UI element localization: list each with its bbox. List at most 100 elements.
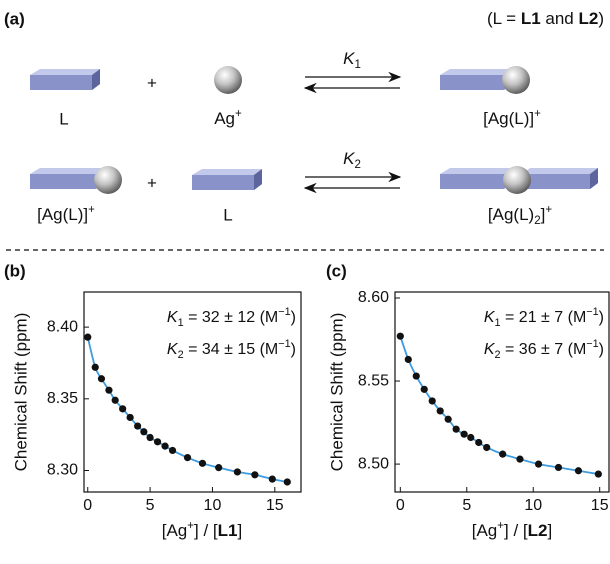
text-part: = 36 ± 7 (M	[501, 341, 587, 358]
text-part: ]	[541, 205, 546, 224]
data-point	[594, 470, 602, 478]
x-axis-label: [Ag+] / [L1]	[162, 520, 242, 540]
fit-annotation: K1 = 21 ± 7 (M−1)	[484, 306, 604, 329]
text-part: and	[541, 9, 579, 28]
data-point	[91, 363, 99, 371]
x-axis-label: [Ag+] / [L2]	[472, 520, 552, 540]
data-point	[161, 442, 169, 450]
data-point	[183, 453, 192, 462]
data-point	[153, 438, 162, 446]
data-point	[146, 433, 154, 442]
data-point	[251, 471, 259, 479]
text-part: K	[167, 309, 179, 326]
y-tick-label: 8.55	[358, 372, 389, 389]
text-part: +	[235, 108, 242, 120]
x-tick-label: 10	[204, 497, 222, 514]
text-part: = 32 ± 12 (M	[184, 309, 279, 326]
text-part: 1	[178, 317, 184, 329]
text-part: +	[545, 204, 552, 216]
text-part: K	[167, 341, 179, 358]
text-part: (L =	[487, 9, 521, 28]
data-point	[554, 463, 563, 472]
x-tick-label: 5	[146, 497, 155, 514]
text-part: [Ag(L)]	[483, 109, 534, 128]
text-part: Ag	[214, 109, 235, 128]
species-label: L	[59, 109, 68, 128]
text-part: K	[484, 309, 496, 326]
species-label: L	[223, 205, 232, 224]
text-part: K	[484, 341, 496, 358]
data-point	[168, 446, 177, 455]
text-part: )	[599, 341, 604, 358]
silver-ion	[214, 66, 242, 94]
data-point	[233, 468, 241, 476]
plus-sign: +	[147, 173, 157, 192]
data-point	[119, 405, 127, 413]
data-point	[134, 422, 142, 430]
panel-label: (b)	[4, 261, 26, 280]
text-part: +	[497, 520, 504, 532]
data-point	[268, 475, 276, 483]
data-point	[436, 407, 444, 415]
species-label: [Ag(L)]+	[37, 204, 95, 224]
text-part: 2	[534, 215, 540, 227]
equilibrium-constant: K2	[343, 149, 361, 171]
species-label: [Ag(L)]+	[483, 108, 541, 128]
text-part: )	[598, 9, 604, 28]
data-point	[467, 433, 475, 442]
data-point	[396, 332, 404, 340]
x-tick-label: 10	[524, 497, 542, 514]
data-point	[84, 333, 92, 341]
data-point	[140, 428, 148, 436]
text-part: ]	[548, 521, 553, 540]
plot-frame	[83, 291, 302, 493]
text-part: L2	[528, 521, 548, 540]
y-tick-label: 8.40	[47, 318, 78, 335]
data-point	[516, 455, 524, 463]
text-part: [Ag	[472, 521, 498, 540]
text-part: ] / [	[194, 521, 218, 540]
data-point	[428, 397, 436, 405]
text-part: −1	[278, 338, 290, 350]
text-part: 1	[354, 59, 360, 71]
data-point	[283, 478, 291, 486]
text-part: +	[88, 204, 95, 216]
data-point	[444, 415, 452, 423]
species-label: [Ag(L)2]+	[488, 204, 552, 227]
panel-label: (a)	[4, 9, 25, 28]
species-label: Ag+	[214, 108, 242, 128]
text-part: −1	[586, 338, 598, 350]
text-part: ] / [	[504, 521, 528, 540]
data-point	[475, 438, 483, 447]
fit-annotation: K2 = 36 ± 7 (M−1)	[484, 338, 604, 361]
plus-sign: +	[147, 73, 157, 92]
complex-slab	[440, 66, 530, 94]
data-point	[534, 460, 543, 468]
x-tick-label: 15	[266, 497, 284, 514]
plot-frame	[394, 291, 610, 493]
text-part: ]	[238, 521, 243, 540]
text-part: L1	[218, 521, 238, 540]
text-part: [Ag	[162, 521, 188, 540]
text-part: +	[534, 108, 541, 120]
text-part: L2	[578, 9, 598, 28]
data-point	[420, 385, 428, 393]
data-point	[105, 386, 113, 394]
text-part: −1	[278, 306, 290, 318]
ligand-slab	[192, 169, 262, 190]
text-part: K	[343, 149, 355, 168]
y-tick-label: 8.35	[47, 390, 78, 407]
data-point	[111, 396, 119, 404]
data-point	[499, 450, 507, 458]
text-part: 2	[354, 159, 360, 171]
panel-label: (c)	[326, 261, 347, 280]
y-axis-label: Chemical Shift (ppm)	[11, 313, 30, 472]
data-point	[574, 467, 583, 475]
text-part: )	[291, 341, 296, 358]
text-part: [Ag(L)]	[37, 205, 88, 224]
text-part: = 21 ± 7 (M	[501, 309, 587, 326]
x-tick-label: 0	[396, 497, 405, 514]
fit-annotation: K1 = 32 ± 12 (M−1)	[167, 306, 296, 329]
text-part: 1	[495, 317, 501, 329]
